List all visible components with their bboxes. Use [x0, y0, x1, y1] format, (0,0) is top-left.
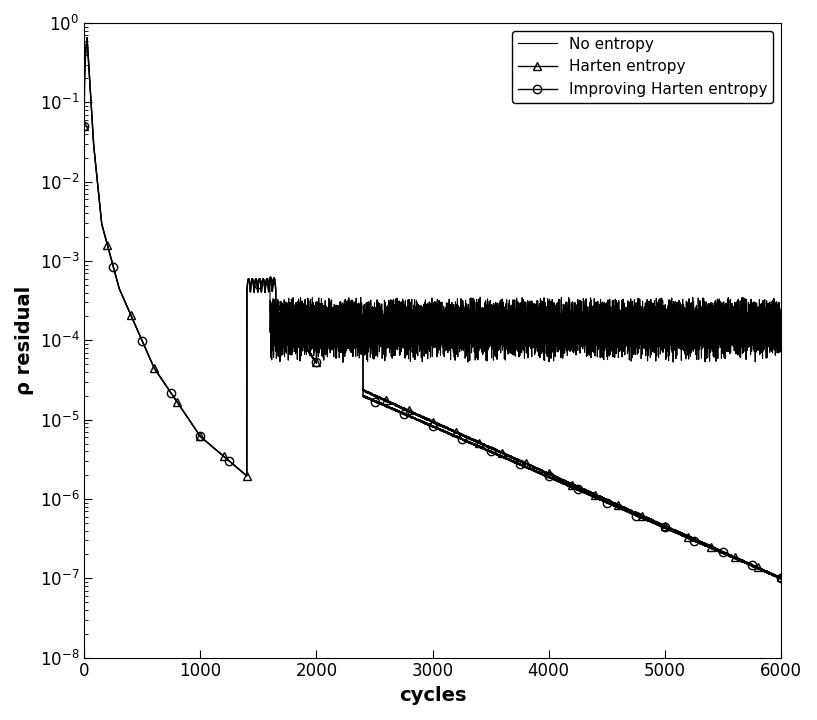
Harten entropy — [244, 276, 254, 284]
No entropy — [87, 122, 97, 130]
No entropy — [244, 276, 254, 285]
Improving Harten entropy — [395, 407, 404, 415]
Line: Harten entropy: Harten entropy — [80, 34, 785, 583]
Improving Harten entropy — [766, 570, 776, 579]
Harten entropy — [776, 573, 786, 582]
X-axis label: cycles: cycles — [399, 686, 467, 705]
No entropy — [776, 311, 786, 320]
Harten entropy — [395, 402, 404, 410]
No entropy — [395, 351, 404, 359]
Harten entropy — [775, 575, 785, 583]
Line: No entropy: No entropy — [84, 38, 781, 476]
No entropy — [83, 34, 92, 42]
Y-axis label: ρ residual: ρ residual — [15, 286, 34, 395]
Harten entropy — [79, 122, 89, 130]
No entropy — [603, 305, 613, 313]
Improving Harten entropy — [603, 499, 613, 508]
Improving Harten entropy — [775, 575, 785, 583]
No entropy — [79, 122, 89, 130]
Harten entropy — [766, 570, 776, 579]
No entropy — [694, 346, 704, 354]
Improving Harten entropy — [83, 34, 92, 42]
Harten entropy — [694, 538, 704, 546]
Improving Harten entropy — [87, 122, 97, 130]
Harten entropy — [603, 497, 613, 505]
Legend: No entropy, Harten entropy, Improving Harten entropy: No entropy, Harten entropy, Improving Ha… — [512, 31, 774, 103]
Improving Harten entropy — [776, 573, 786, 582]
Improving Harten entropy — [244, 276, 254, 284]
Line: Improving Harten entropy: Improving Harten entropy — [80, 34, 785, 583]
Improving Harten entropy — [694, 539, 704, 547]
Harten entropy — [87, 122, 97, 130]
No entropy — [242, 472, 252, 480]
Improving Harten entropy — [79, 122, 89, 130]
No entropy — [766, 306, 776, 315]
Harten entropy — [83, 34, 92, 42]
